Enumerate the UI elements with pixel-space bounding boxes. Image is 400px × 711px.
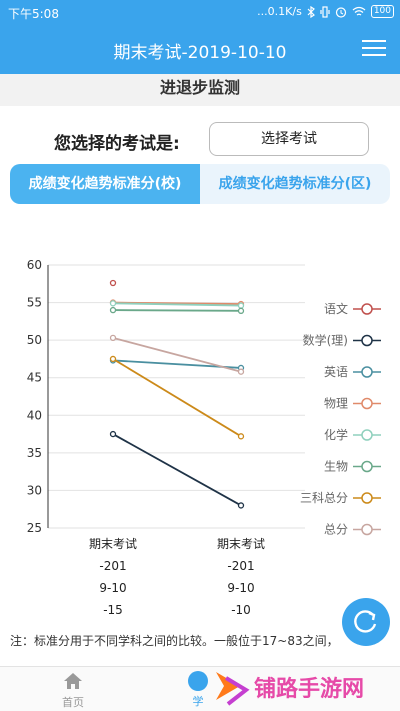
status-icons: ...0.1K/s 100 [257, 5, 394, 18]
legend-label: 英语 [324, 365, 348, 379]
x-category-sublabel: -201 [227, 559, 254, 573]
legend-label: 化学 [324, 427, 348, 442]
x-category-sublabel: 9-10 [99, 581, 126, 595]
nav-home-label: 首页 [62, 696, 84, 709]
legend-label: 三科总分 [300, 491, 348, 505]
legend-marker [361, 303, 373, 315]
data-point [109, 355, 117, 363]
series-line [112, 309, 242, 312]
menu-icon[interactable] [362, 38, 386, 58]
y-tick-label: 60 [27, 258, 42, 272]
watermark-text: 铺路手游网 [254, 676, 364, 702]
y-tick-label: 25 [27, 521, 42, 535]
legend-marker [361, 366, 373, 378]
refresh-icon [354, 610, 377, 633]
refresh-button[interactable] [342, 598, 390, 646]
x-category-sublabel: -201 [99, 559, 126, 573]
x-category-sublabel: -15 [103, 603, 123, 617]
top-bar: 下午5:08 ...0.1K/s 100 期末考试-2019-10-10 [0, 0, 400, 74]
study-icon [188, 671, 208, 691]
data-point [109, 279, 117, 287]
legend-label: 生物 [324, 460, 348, 474]
legend-marker [361, 492, 373, 504]
y-tick-label: 45 [27, 371, 42, 385]
bottom-nav: 首页 学 [0, 666, 400, 711]
y-tick-label: 40 [27, 408, 42, 422]
series-line [112, 358, 242, 438]
legend-label: 物理 [324, 397, 348, 411]
select-exam-button[interactable]: 选择考试 [209, 122, 369, 156]
tab-district-trend[interactable]: 成绩变化趋势标准分(区) [200, 164, 390, 204]
y-tick-label: 35 [27, 446, 42, 460]
vibrate-icon [320, 5, 330, 18]
legend-label: 语文 [324, 301, 348, 316]
nav-study[interactable]: 学 [178, 671, 218, 709]
legend-marker [361, 397, 373, 410]
y-tick-label: 50 [27, 333, 42, 347]
x-category-sublabel: -10 [231, 603, 251, 617]
data-point [237, 368, 245, 375]
nav-study-label: 学 [192, 695, 204, 708]
bluetooth-icon [307, 5, 315, 18]
series-line [112, 433, 242, 507]
y-tick-label: 55 [27, 296, 42, 310]
note-text: 注：标准分用于不同学科之间的比较。一般位于17~83之间， [10, 634, 339, 648]
data-point [237, 302, 245, 309]
exam-select-label: 您选择的考试是: [54, 134, 180, 154]
page-title: 期末考试-2019-10-10 [113, 43, 287, 63]
legend-marker [361, 429, 373, 441]
network-speed: ...0.1K/s [257, 5, 302, 18]
x-category-label: 期末考试 [89, 536, 137, 551]
data-point [237, 502, 245, 509]
status-time: 下午5:08 [8, 7, 59, 21]
status-bar: 下午5:08 ...0.1K/s 100 [0, 0, 400, 26]
tab-bar: 成绩变化趋势标准分(校) 成绩变化趋势标准分(区) [10, 164, 390, 204]
watermark: 铺路手游网 [216, 672, 364, 706]
data-point [109, 430, 117, 438]
watermark-logo [216, 672, 240, 700]
legend-marker [361, 460, 373, 473]
tab-school-trend[interactable]: 成绩变化趋势标准分(校) [10, 164, 200, 204]
section-title: 进退步监测 [159, 78, 240, 97]
battery-icon: 100 [370, 5, 394, 18]
nav-home[interactable]: 首页 [48, 671, 98, 710]
series-line [112, 337, 242, 373]
trend-chart: 25 30 35 40 45 50 55 60 期末考试 -201 9-10 -15 期末考试 -201 9… [27, 258, 381, 617]
x-category-sublabel: 9-10 [227, 581, 254, 595]
series-line [112, 302, 242, 307]
legend-marker [361, 334, 373, 347]
legend-marker [361, 523, 373, 536]
data-point [237, 433, 245, 440]
wifi-icon [352, 6, 366, 16]
alarm-icon [335, 6, 346, 18]
y-tick-label: 30 [27, 483, 42, 497]
x-category-label: 期末考试 [217, 536, 265, 551]
data-point [237, 307, 245, 314]
home-icon [64, 673, 82, 689]
data-point [109, 300, 117, 307]
data-point [109, 334, 117, 342]
data-point [109, 306, 117, 314]
legend-label: 总分 [324, 523, 348, 537]
legend-label: 数学(理) [303, 333, 348, 348]
